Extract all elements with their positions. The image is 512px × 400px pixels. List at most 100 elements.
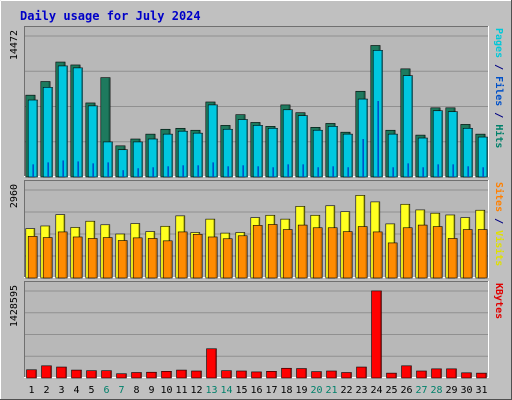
bar-kbytes-day-4-shade (79, 370, 82, 378)
bar-kbytes-day-16-body (251, 371, 262, 379)
bar-kbytes-day-8-shade (139, 373, 142, 378)
bar-sites-day-23-shade (365, 227, 367, 278)
bar-kbytes-day-6-body (101, 370, 112, 379)
bar-sites-day-7 (117, 240, 128, 279)
bar-kbytes-day-27-shade (424, 371, 427, 378)
bar-pages-day-29 (452, 164, 454, 177)
bar-sites-day-13-shade (215, 237, 217, 278)
right-legend-segment-hits-1: / (493, 58, 504, 76)
bar-files-day-4-shade (81, 68, 83, 177)
bar-kbytes-day-19 (296, 368, 307, 379)
bar-files-day-13-shade (216, 105, 218, 177)
bar-kbytes-day-25 (386, 372, 397, 379)
bar-kbytes-day-1-body (26, 369, 37, 379)
bar-sites-day-25 (387, 242, 398, 279)
bar-sites-day-26-shade (410, 228, 412, 278)
bar-files-day-11-shade (186, 131, 188, 177)
bar-sites-day-31 (477, 229, 488, 279)
bar-sites-day-7-shade (125, 241, 127, 278)
bar-sites-day-25-body (387, 242, 398, 279)
bar-sites-day-10-body (162, 240, 173, 279)
bar-kbytes-day-7-shade (124, 374, 127, 378)
bar-sites-day-26 (402, 227, 413, 279)
bar-files-day-5-shade (96, 106, 98, 177)
bar-files-day-3 (57, 65, 68, 178)
x-tick-label-day-31: 31 (475, 385, 487, 396)
bar-pages-day-2 (47, 162, 49, 177)
bar-kbytes-day-5 (86, 370, 97, 379)
bar-files-day-1-shade (36, 100, 38, 177)
bar-kbytes-day-15-body (236, 370, 247, 379)
x-tick-label-day-26: 26 (400, 385, 412, 396)
bar-sites-day-27-body (417, 224, 428, 279)
bar-sites-day-2-shade (50, 238, 52, 278)
bar-kbytes-day-18 (281, 367, 292, 379)
x-tick-label-day-4: 4 (73, 385, 79, 396)
bar-sites-day-17 (267, 224, 278, 279)
right-legend-segment-kbytes-0: KBytes (493, 283, 504, 319)
bar-sites-day-18 (282, 229, 293, 279)
x-tick-label-day-14: 14 (220, 385, 232, 396)
right-legend-kbytes: KBytes (493, 283, 504, 319)
bar-kbytes-day-22-shade (349, 373, 352, 378)
bar-sites-day-8-shade (140, 238, 142, 278)
x-tick-label-day-1: 1 (28, 385, 34, 396)
bar-files-day-23-shade (366, 99, 368, 177)
bar-sites-day-5 (87, 238, 98, 279)
bar-kbytes-day-10-body (161, 371, 172, 379)
bar-files-day-12-shade (201, 133, 203, 177)
bar-sites-day-23-body (357, 226, 368, 279)
bar-sites-day-11-shade (185, 232, 187, 278)
bar-sites-day-1-shade (35, 236, 37, 278)
bar-kbytes-day-28-body (431, 368, 442, 379)
right-legend-segment-visits-1: / (493, 212, 504, 230)
bar-kbytes-day-2-shade (49, 366, 52, 378)
bar-pages-day-3 (62, 160, 64, 177)
right-legend-segment-hits-4: Hits (493, 124, 505, 148)
x-tick-label-day-27: 27 (415, 385, 427, 396)
x-tick-label-day-18: 18 (280, 385, 292, 396)
bar-kbytes-day-24 (371, 290, 382, 379)
x-tick-label-day-13: 13 (205, 385, 217, 396)
bar-kbytes-day-30-body (461, 372, 472, 379)
bar-pages-day-16 (257, 166, 259, 177)
bar-pages-day-27 (422, 167, 424, 177)
bar-kbytes-day-21-shade (334, 371, 337, 378)
bar-sites-day-11-body (177, 231, 188, 279)
bar-kbytes-day-12-shade (199, 371, 202, 378)
bar-kbytes-day-29 (446, 368, 457, 379)
x-tick-label-day-5: 5 (88, 385, 94, 396)
bar-files-day-4 (72, 67, 83, 178)
bar-sites-day-28-shade (440, 227, 442, 278)
bar-sites-day-24-shade (380, 232, 382, 278)
right-legend-segment-visits-2: Visits (493, 230, 505, 266)
x-tick-label-day-17: 17 (265, 385, 277, 396)
bar-kbytes-day-22 (341, 372, 352, 379)
bar-files-day-14-shade (231, 129, 233, 177)
x-tick-label-day-2: 2 (43, 385, 49, 396)
bar-pages-day-30 (467, 166, 469, 177)
bar-sites-day-28 (432, 226, 443, 279)
bar-files-day-27-shade (426, 138, 428, 177)
bar-sites-day-9 (147, 238, 158, 279)
bar-pages-day-25 (392, 167, 394, 177)
bar-sites-day-23 (357, 226, 368, 279)
bar-sites-day-14-body (222, 238, 233, 279)
bar-kbytes-day-5-shade (94, 371, 97, 378)
bar-pages-day-6 (107, 162, 109, 177)
bar-sites-day-3-shade (65, 232, 67, 278)
bar-kbytes-day-26-body (401, 365, 412, 379)
bar-files-day-22-shade (351, 134, 353, 177)
bar-pages-day-1 (32, 164, 34, 177)
bar-sites-day-8-body (132, 237, 143, 279)
bar-kbytes-day-15-shade (244, 371, 247, 378)
bar-files-day-26-shade (411, 76, 413, 177)
bar-kbytes-day-28-shade (439, 369, 442, 378)
bar-files-day-9-shade (156, 139, 158, 177)
bar-sites-day-20 (312, 227, 323, 279)
bar-pages-day-20 (317, 167, 319, 177)
bar-kbytes-day-24-body (371, 290, 382, 379)
bar-pages-day-26 (407, 163, 409, 177)
bar-sites-day-9-shade (155, 238, 157, 278)
bar-sites-day-29 (447, 238, 458, 279)
